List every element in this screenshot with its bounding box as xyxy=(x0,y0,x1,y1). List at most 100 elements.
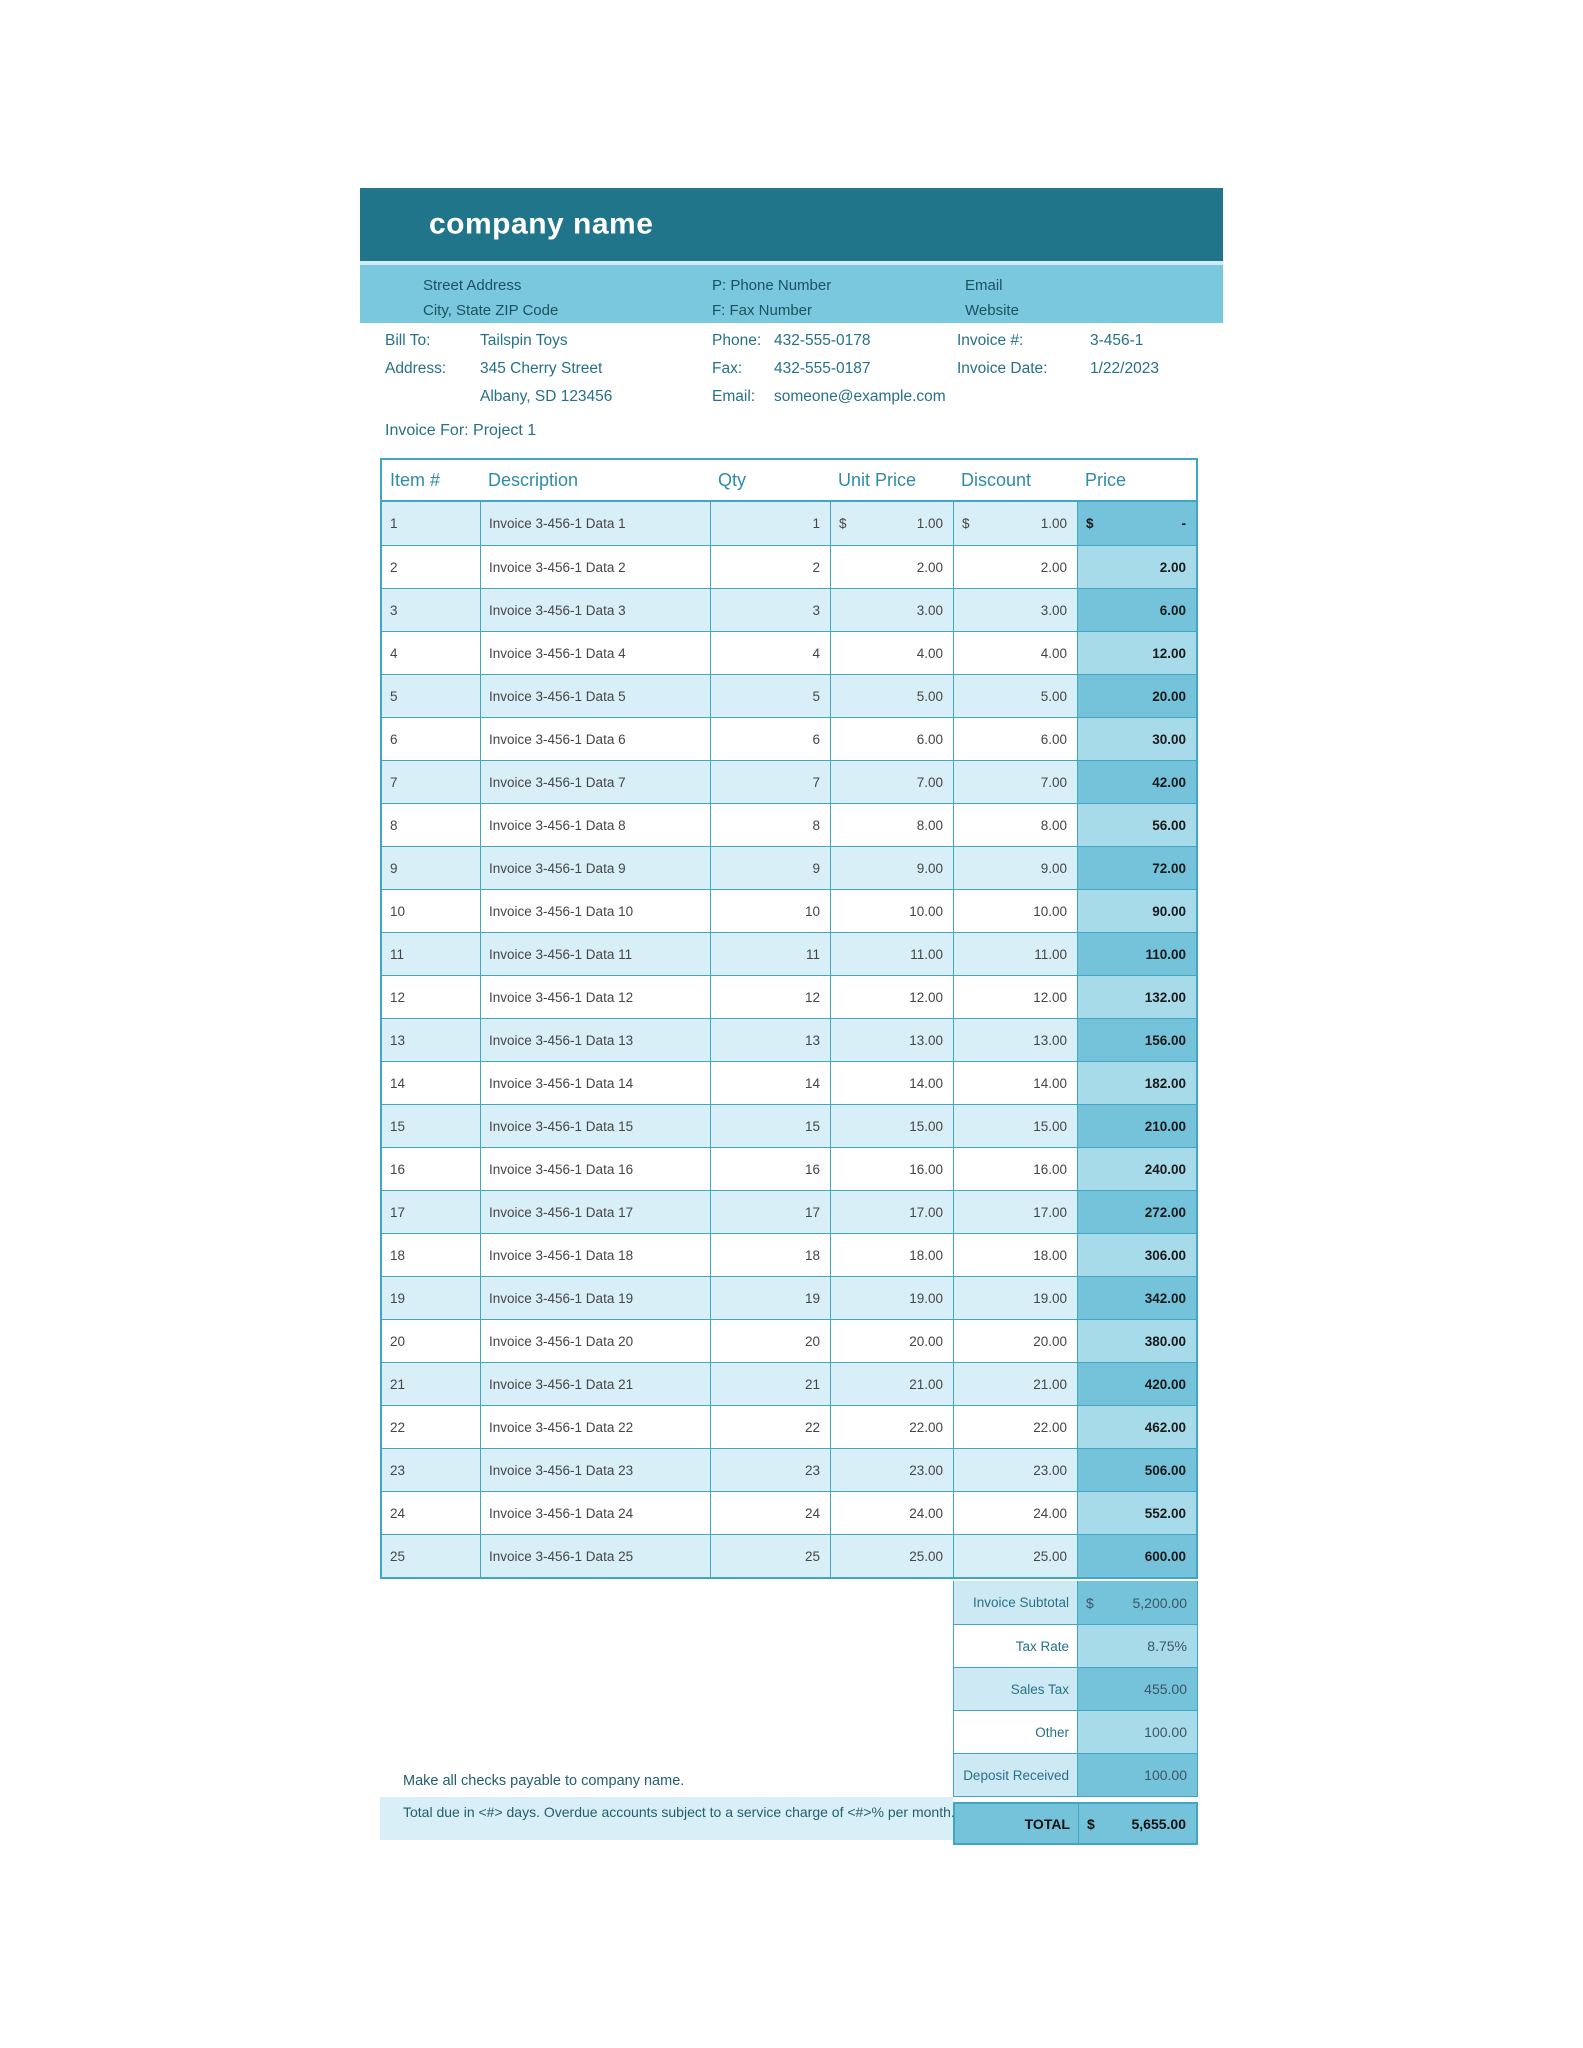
unit-price-value: 2.00 xyxy=(916,559,943,575)
cell-unit-price: 24.00 xyxy=(830,1492,953,1534)
cell-discount: 24.00 xyxy=(953,1492,1077,1534)
company-contact-band: Street Address City, State ZIP Code P: P… xyxy=(360,261,1223,323)
company-header-band: company name xyxy=(360,188,1223,261)
unit-price-value: 24.00 xyxy=(909,1505,943,1521)
cell-description: Invoice 3-456-1 Data 13 xyxy=(480,1019,710,1061)
deposit-label: Deposit Received xyxy=(954,1754,1077,1796)
cell-discount: 23.00 xyxy=(953,1449,1077,1491)
total-label: TOTAL xyxy=(955,1804,1078,1843)
table-row: 25 Invoice 3-456-1 Data 25 25 25.00 25.0… xyxy=(382,1534,1196,1577)
other-label: Other xyxy=(954,1711,1077,1753)
header-discount: Discount xyxy=(961,469,1032,490)
unit-price-value: 11.00 xyxy=(910,946,943,962)
cell-qty: 15 xyxy=(710,1105,830,1147)
discount-value: 14.00 xyxy=(1033,1075,1067,1091)
table-row: 14 Invoice 3-456-1 Data 14 14 14.00 14.0… xyxy=(382,1061,1196,1104)
cell-qty: 7 xyxy=(710,761,830,803)
table-row: 4 Invoice 3-456-1 Data 4 4 4.00 4.00 12.… xyxy=(382,631,1196,674)
cell-description: Invoice 3-456-1 Data 19 xyxy=(480,1277,710,1319)
cell-unit-price: 22.00 xyxy=(830,1406,953,1448)
invoice-number-label: Invoice #: xyxy=(957,332,1024,349)
unit-price-value: 3.00 xyxy=(916,602,943,618)
price-value: 380.00 xyxy=(1144,1333,1186,1349)
table-row: 1 Invoice 3-456-1 Data 1 1 $1.00 $1.00 $… xyxy=(382,502,1196,545)
address-city: Albany, SD 123456 xyxy=(480,388,613,405)
cell-discount: 15.00 xyxy=(953,1105,1077,1147)
unit-price-value: 19.00 xyxy=(909,1290,943,1306)
customer-email-label: Email: xyxy=(712,388,756,405)
cell-discount: 4.00 xyxy=(953,632,1077,674)
cell-discount: 13.00 xyxy=(953,1019,1077,1061)
cell-item-number: 20 xyxy=(390,1333,406,1349)
cell-description: Invoice 3-456-1 Data 11 xyxy=(480,933,710,975)
cell-price: 72.00 xyxy=(1077,847,1196,889)
cell-qty: 23 xyxy=(710,1449,830,1491)
summary-row-subtotal: Invoice Subtotal $5,200.00 xyxy=(954,1581,1197,1624)
items-table: Item # Description Qty Unit Price Discou… xyxy=(380,458,1198,1579)
cell-qty: 14 xyxy=(710,1062,830,1104)
cell-description: Invoice 3-456-1 Data 2 xyxy=(480,546,710,588)
cell-discount: 21.00 xyxy=(953,1363,1077,1405)
bill-to-line-2: Address: 345 Cherry Street Fax: 432-555-0… xyxy=(380,360,1198,384)
cell-unit-price: 11.00 xyxy=(830,933,953,975)
cell-unit-price: 18.00 xyxy=(830,1234,953,1276)
company-address-block: Street Address City, State ZIP Code xyxy=(423,273,558,323)
cell-unit-price: 5.00 xyxy=(830,675,953,717)
cell-discount: 11.00 xyxy=(953,933,1077,975)
cell-price: 12.00 xyxy=(1077,632,1196,674)
cell-discount: 3.00 xyxy=(953,589,1077,631)
cell-description: Invoice 3-456-1 Data 23 xyxy=(480,1449,710,1491)
cell-price: 182.00 xyxy=(1077,1062,1196,1104)
cell-description: Invoice 3-456-1 Data 24 xyxy=(480,1492,710,1534)
cell-item-number: 8 xyxy=(390,817,398,833)
cell-unit-price: 15.00 xyxy=(830,1105,953,1147)
discount-value: 22.00 xyxy=(1033,1419,1067,1435)
customer-fax-value: 432-555-0187 xyxy=(774,360,871,377)
cell-qty: 20 xyxy=(710,1320,830,1362)
cell-unit-price: 6.00 xyxy=(830,718,953,760)
cell-qty: 10 xyxy=(710,890,830,932)
table-row: 17 Invoice 3-456-1 Data 17 17 17.00 17.0… xyxy=(382,1190,1196,1233)
cell-item-number: 6 xyxy=(390,731,398,747)
unit-price-value: 13.00 xyxy=(909,1032,943,1048)
discount-value: 1.00 xyxy=(1040,516,1067,531)
cell-unit-price: 9.00 xyxy=(830,847,953,889)
unit-price-value: 7.00 xyxy=(916,774,943,790)
table-row: 2 Invoice 3-456-1 Data 2 2 2.00 2.00 2.0… xyxy=(382,545,1196,588)
cell-price: 600.00 xyxy=(1077,1535,1196,1577)
cell-discount: 25.00 xyxy=(953,1535,1077,1577)
cell-unit-price: 3.00 xyxy=(830,589,953,631)
header-price: Price xyxy=(1085,469,1127,490)
invoice-for-line: Invoice For: Project 1 xyxy=(385,422,537,439)
cell-item-number: 24 xyxy=(390,1505,406,1521)
other-value: 100.00 xyxy=(1077,1711,1197,1753)
address-street: 345 Cherry Street xyxy=(480,360,603,377)
price-value: 600.00 xyxy=(1144,1548,1186,1564)
discount-value: 2.00 xyxy=(1040,559,1067,575)
other-amount: 100.00 xyxy=(1144,1724,1187,1740)
sales-tax-value: 455.00 xyxy=(1077,1668,1197,1710)
currency-sign: $ xyxy=(1087,1815,1095,1832)
cell-price: 210.00 xyxy=(1077,1105,1196,1147)
invoice-date-label: Invoice Date: xyxy=(957,360,1048,377)
price-value: 156.00 xyxy=(1144,1032,1186,1048)
cell-description: Invoice 3-456-1 Data 10 xyxy=(480,890,710,932)
unit-price-value: 21.00 xyxy=(909,1376,943,1392)
discount-value: 21.00 xyxy=(1033,1376,1067,1392)
cell-price: 240.00 xyxy=(1077,1148,1196,1190)
cell-item-number: 7 xyxy=(390,774,398,790)
price-value: 462.00 xyxy=(1144,1419,1186,1435)
invoice-date-value: 1/22/2023 xyxy=(1090,360,1159,377)
cell-item-number: 3 xyxy=(390,602,398,618)
discount-value: 16.00 xyxy=(1033,1161,1067,1177)
cell-description: Invoice 3-456-1 Data 16 xyxy=(480,1148,710,1190)
table-row: 6 Invoice 3-456-1 Data 6 6 6.00 6.00 30.… xyxy=(382,717,1196,760)
summary-row-sales-tax: Sales Tax 455.00 xyxy=(954,1667,1197,1710)
cell-price: 342.00 xyxy=(1077,1277,1196,1319)
cell-item-number: 11 xyxy=(390,946,405,962)
cell-price: 2.00 xyxy=(1077,546,1196,588)
cell-item-number: 13 xyxy=(390,1032,406,1048)
unit-price-value: 23.00 xyxy=(909,1462,943,1478)
cell-item-number: 25 xyxy=(390,1548,406,1564)
